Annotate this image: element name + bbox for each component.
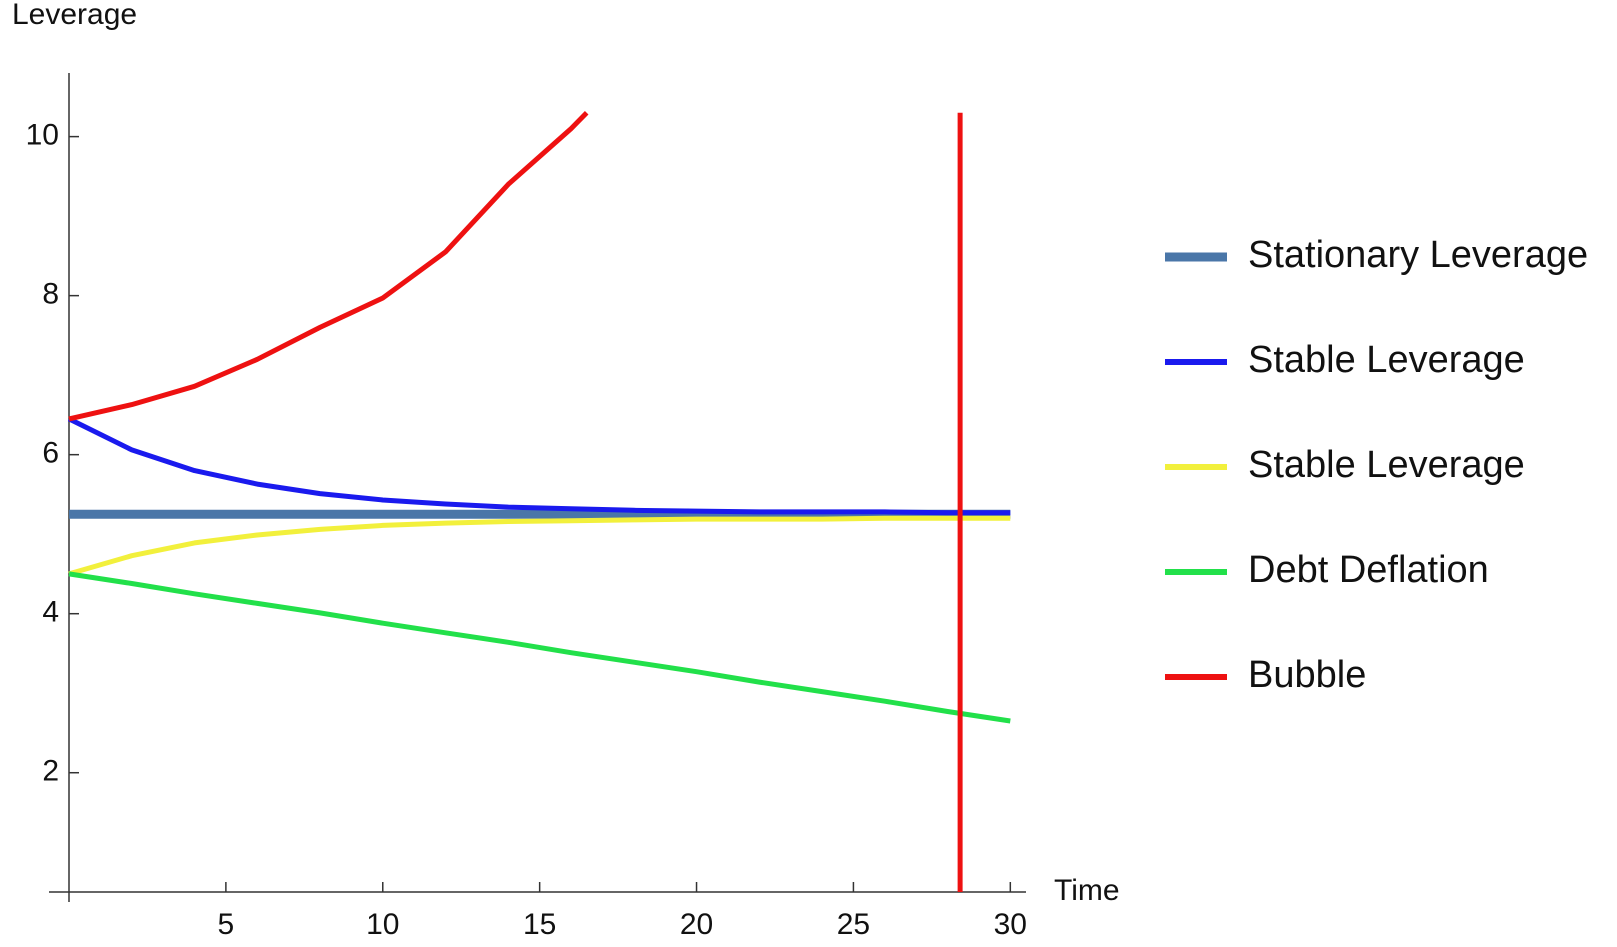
x-tick-label: 20: [680, 908, 713, 941]
y-tick-label: 4: [42, 596, 59, 629]
x-axis-title: Time: [1054, 874, 1120, 907]
legend-label: Stable Leverage: [1248, 444, 1525, 486]
series-line: [68, 571, 1011, 724]
legend-label: Debt Deflation: [1248, 549, 1489, 591]
series-line: [68, 111, 589, 422]
x-tick-label: 30: [994, 908, 1027, 941]
legend-label: Stationary Leverage: [1248, 234, 1588, 276]
x-tick-label: 5: [218, 908, 235, 941]
y-tick-label: 2: [42, 755, 59, 788]
y-tick-label: 10: [26, 119, 59, 152]
legend-label: Bubble: [1248, 654, 1366, 696]
series-line: [68, 515, 1011, 577]
x-tick-label: 10: [366, 908, 399, 941]
y-axis-title: Leverage: [12, 0, 137, 31]
series-line: [67, 416, 1011, 516]
legend-label: Stable Leverage: [1248, 339, 1525, 381]
x-tick-label: 15: [523, 908, 556, 941]
y-tick-label: 8: [42, 278, 59, 311]
y-tick-label: 6: [42, 437, 59, 470]
x-tick-label: 25: [837, 908, 870, 941]
